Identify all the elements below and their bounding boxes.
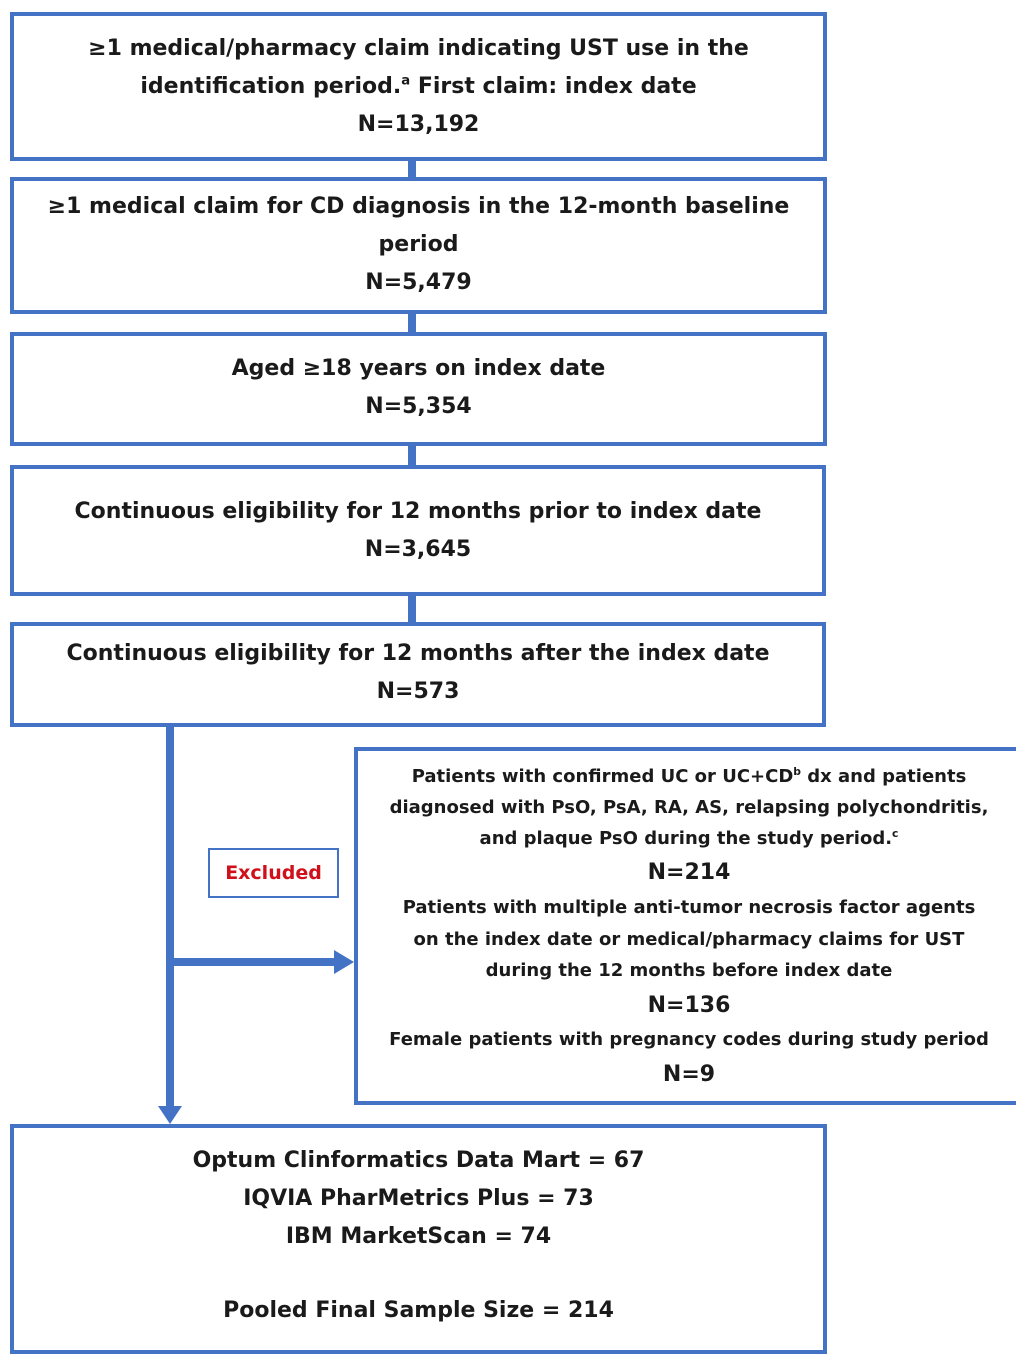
final-text: IBM MarketScan = 74	[285, 1224, 552, 1249]
step-text: ≥1 medical/pharmacy claim indicating UST…	[88, 36, 749, 61]
connector	[166, 724, 174, 1110]
connector	[170, 958, 336, 966]
exclusion-count: N=214	[647, 860, 731, 885]
step-box	[10, 332, 827, 446]
footnote-mark: a	[401, 73, 411, 89]
step-count: N=3,645	[364, 537, 472, 562]
step-text: identification period.a First claim: ind…	[10, 68, 827, 106]
excluded-label-box	[208, 848, 339, 898]
step-box	[10, 465, 826, 596]
step-box	[10, 12, 827, 161]
step-text: period	[378, 232, 459, 257]
exclusion-text: Patients with confirmed UC or UC+CDb dx …	[354, 761, 1016, 793]
final-text: Optum Clinformatics Data Mart = 67	[192, 1148, 645, 1173]
footnote-mark: c	[892, 827, 899, 840]
exclusion-text: and plaque PsO during the study period.	[479, 828, 893, 849]
exclusion-text: dx and patients	[801, 766, 967, 787]
connector	[408, 443, 416, 468]
exclusion-text: diagnosed with PsO, PsA, RA, AS, relapsi…	[389, 797, 989, 818]
exclusion-count: N=9	[662, 1062, 716, 1087]
connector	[408, 158, 416, 180]
exclusion-text: Patients with multiple anti-tumor necros…	[402, 897, 976, 918]
footnote-mark: b	[793, 765, 801, 778]
step-text: identification period.	[140, 74, 402, 99]
exclusion-text: Patients with confirmed UC or UC+CD	[411, 766, 794, 787]
exclusion-text: during the 12 months before index date	[485, 960, 893, 981]
arrowhead	[158, 1106, 182, 1124]
exclusion-text: on the index date or medical/pharmacy cl…	[413, 929, 965, 950]
exclusion-count: N=136	[647, 993, 731, 1018]
exclusion-text: and plaque PsO during the study period.c	[354, 823, 1016, 855]
exclusion-text: Female patients with pregnancy codes dur…	[389, 1029, 989, 1050]
excluded-label: Excluded	[225, 862, 322, 884]
step-box	[10, 622, 826, 727]
step-text: First claim: index date	[410, 74, 697, 99]
step-text: Aged ≥18 years on index date	[231, 356, 606, 381]
connector	[408, 593, 416, 625]
final-total: Pooled Final Sample Size = 214	[223, 1298, 614, 1323]
step-text: ≥1 medical claim for CD diagnosis in the…	[47, 194, 790, 219]
step-box	[10, 177, 827, 314]
step-text: Continuous eligibility for 12 months pri…	[74, 499, 762, 524]
step-count: N=573	[376, 679, 460, 704]
step-count: N=13,192	[357, 112, 480, 137]
final-text: IQVIA PharMetrics Plus = 73	[243, 1186, 594, 1211]
connector	[408, 311, 416, 335]
step-text: Continuous eligibility for 12 months aft…	[66, 641, 770, 666]
step-count: N=5,354	[365, 394, 472, 419]
exclusion-box	[354, 747, 1016, 1105]
arrowhead	[334, 950, 354, 974]
step-count: N=5,479	[365, 270, 472, 295]
